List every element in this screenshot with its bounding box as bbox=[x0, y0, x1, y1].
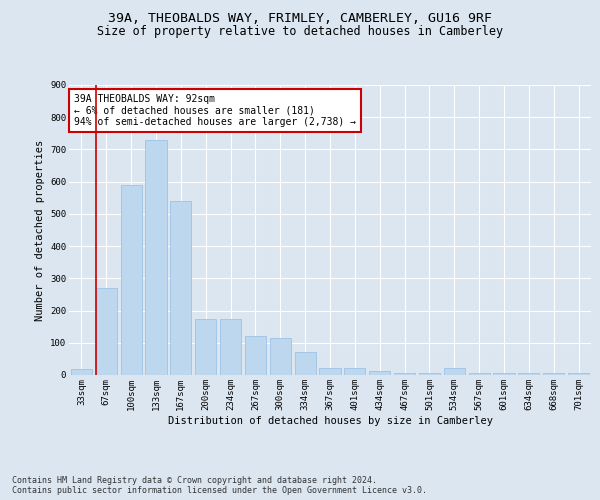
Bar bbox=[170, 201, 191, 375]
Text: 39A, THEOBALDS WAY, FRIMLEY, CAMBERLEY, GU16 9RF: 39A, THEOBALDS WAY, FRIMLEY, CAMBERLEY, … bbox=[108, 12, 492, 26]
Text: 39A THEOBALDS WAY: 92sqm
← 6% of detached houses are smaller (181)
94% of semi-d: 39A THEOBALDS WAY: 92sqm ← 6% of detache… bbox=[74, 94, 356, 127]
Bar bbox=[295, 352, 316, 375]
Y-axis label: Number of detached properties: Number of detached properties bbox=[35, 140, 44, 320]
Bar bbox=[145, 140, 167, 375]
Bar bbox=[369, 371, 390, 375]
Text: Size of property relative to detached houses in Camberley: Size of property relative to detached ho… bbox=[97, 25, 503, 38]
Bar bbox=[394, 374, 415, 375]
Text: Contains HM Land Registry data © Crown copyright and database right 2024.
Contai: Contains HM Land Registry data © Crown c… bbox=[12, 476, 427, 495]
Bar bbox=[419, 374, 440, 375]
X-axis label: Distribution of detached houses by size in Camberley: Distribution of detached houses by size … bbox=[167, 416, 493, 426]
Bar bbox=[96, 288, 117, 375]
Bar bbox=[469, 374, 490, 375]
Bar bbox=[71, 369, 92, 375]
Bar bbox=[319, 368, 341, 375]
Bar bbox=[121, 185, 142, 375]
Bar bbox=[543, 374, 564, 375]
Bar bbox=[270, 338, 291, 375]
Bar bbox=[568, 374, 589, 375]
Bar bbox=[518, 374, 539, 375]
Bar bbox=[444, 368, 465, 375]
Bar bbox=[195, 318, 216, 375]
Bar bbox=[220, 318, 241, 375]
Bar bbox=[344, 368, 365, 375]
Bar bbox=[245, 336, 266, 375]
Bar bbox=[493, 374, 515, 375]
